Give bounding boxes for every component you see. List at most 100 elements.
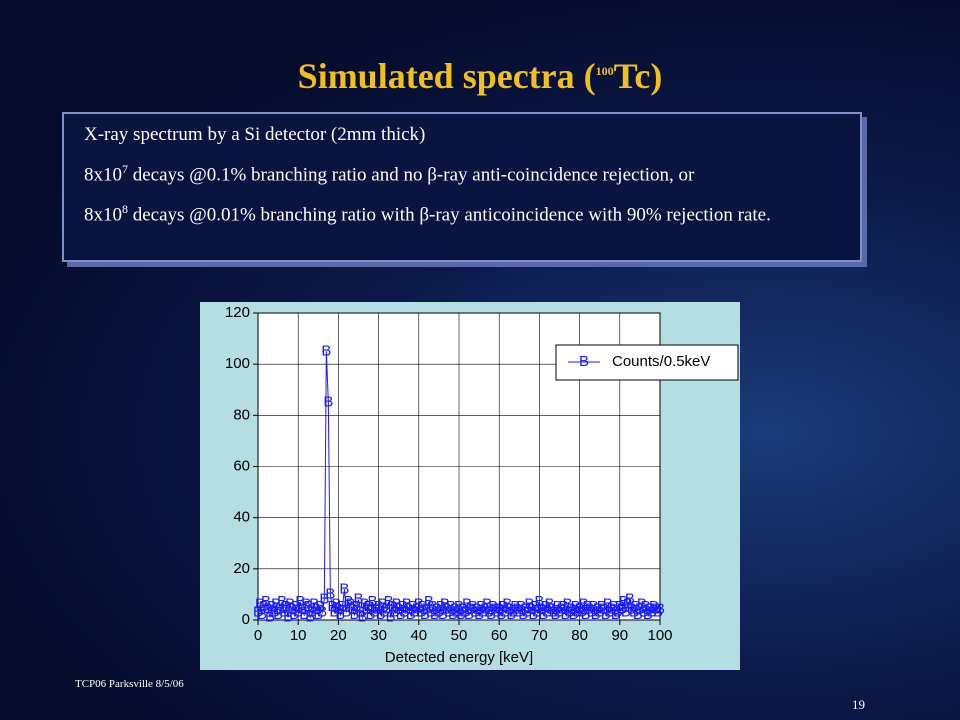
- y-tick-label: 60: [233, 457, 250, 474]
- data-marker: B: [567, 601, 577, 618]
- data-marker: B: [432, 601, 442, 618]
- data-marker: B: [289, 606, 299, 623]
- data-marker: B: [480, 601, 490, 618]
- data-marker: B: [544, 596, 554, 613]
- data-marker: B: [307, 603, 317, 620]
- data-marker: B: [615, 598, 625, 615]
- data-marker: B: [380, 603, 390, 620]
- data-marker: B: [394, 601, 404, 618]
- data-marker: B: [581, 606, 591, 623]
- data-marker: B: [524, 596, 534, 613]
- data-marker: B: [472, 601, 482, 618]
- data-marker: B: [390, 603, 400, 620]
- data-marker: B: [424, 593, 434, 610]
- data-marker: B: [506, 606, 516, 623]
- data-marker: B: [396, 606, 406, 623]
- data-marker: B: [271, 596, 281, 613]
- data-marker: B: [335, 606, 345, 623]
- data-marker: B: [548, 603, 558, 620]
- data-marker: B: [579, 596, 589, 613]
- data-marker: B: [633, 606, 643, 623]
- data-marker: B: [466, 601, 476, 618]
- data-marker: B: [349, 606, 359, 623]
- data-marker: B: [490, 601, 500, 618]
- x-tick-label: 50: [451, 627, 468, 644]
- data-marker: B: [408, 598, 418, 615]
- y-tick-label: 80: [233, 406, 250, 423]
- data-marker: B: [476, 598, 486, 615]
- data-marker: B: [468, 598, 478, 615]
- data-marker: B: [557, 601, 567, 618]
- x-tick-label: 30: [370, 627, 387, 644]
- data-marker: B: [627, 601, 637, 618]
- data-marker: B: [275, 601, 285, 618]
- superscript: 8: [122, 202, 128, 217]
- data-marker: B: [546, 601, 556, 618]
- data-marker: B: [649, 598, 659, 615]
- data-marker: B: [577, 603, 587, 620]
- bullet: X-ray spectrum by a Si detector (2mm thi…: [84, 124, 846, 146]
- data-marker: B: [534, 593, 544, 610]
- data-marker: B: [402, 596, 412, 613]
- data-marker: B: [500, 603, 510, 620]
- data-marker: B: [372, 601, 382, 618]
- data-marker: B: [309, 596, 319, 613]
- data-marker: B: [317, 603, 327, 620]
- data-marker: B: [643, 606, 653, 623]
- data-marker: B: [452, 603, 462, 620]
- data-marker: B: [384, 593, 394, 610]
- data-marker: B: [526, 601, 536, 618]
- data-marker: B: [364, 598, 374, 615]
- data-marker: B: [343, 593, 353, 610]
- data-marker: B: [542, 603, 552, 620]
- data-marker: B: [635, 601, 645, 618]
- data-marker: B: [358, 608, 368, 625]
- data-marker: B: [629, 603, 639, 620]
- data-marker: B: [597, 598, 607, 615]
- superscript: 100: [595, 64, 614, 78]
- data-marker: B: [609, 598, 619, 615]
- data-marker: B: [273, 606, 283, 623]
- data-marker: B: [532, 603, 542, 620]
- data-marker: B: [398, 598, 408, 615]
- data-marker: B: [269, 603, 279, 620]
- legend-label: Counts/0.5keV: [612, 353, 710, 370]
- data-marker: B: [621, 603, 631, 620]
- data-marker: B: [514, 603, 524, 620]
- data-marker: B: [366, 606, 376, 623]
- data-marker: B: [456, 606, 466, 623]
- data-marker: B: [561, 606, 571, 623]
- data-marker: B: [595, 603, 605, 620]
- data-marker: B: [510, 598, 520, 615]
- data-marker: B: [382, 601, 392, 618]
- data-marker: B: [645, 601, 655, 618]
- data-marker: B: [370, 603, 380, 620]
- data-marker: B: [329, 603, 339, 620]
- data-marker: B: [259, 598, 269, 615]
- data-marker: B: [368, 593, 378, 610]
- data-marker: B: [267, 598, 277, 615]
- data-marker: B: [601, 606, 611, 623]
- data-marker: B: [319, 591, 329, 608]
- data-marker: B: [540, 598, 550, 615]
- data-marker: B: [341, 603, 351, 620]
- data-marker: B: [554, 603, 564, 620]
- data-marker: B: [436, 598, 446, 615]
- superscript: 7: [122, 162, 128, 176]
- data-marker: B: [512, 601, 522, 618]
- y-tick-label: 100: [225, 355, 250, 372]
- data-marker: B: [591, 606, 601, 623]
- data-marker: B: [496, 606, 506, 623]
- text-run: -ray anticoincidence with 90% rejection …: [429, 204, 771, 226]
- text-run: 8x10: [84, 164, 122, 186]
- text-run: 8x10: [84, 204, 122, 226]
- data-marker: B: [353, 591, 363, 608]
- data-marker: B: [331, 596, 341, 613]
- data-marker: B: [257, 606, 267, 623]
- data-marker: B: [323, 394, 333, 411]
- data-marker: B: [337, 598, 347, 615]
- data-marker: B: [311, 601, 321, 618]
- data-marker: B: [518, 606, 528, 623]
- data-marker: B: [448, 606, 458, 623]
